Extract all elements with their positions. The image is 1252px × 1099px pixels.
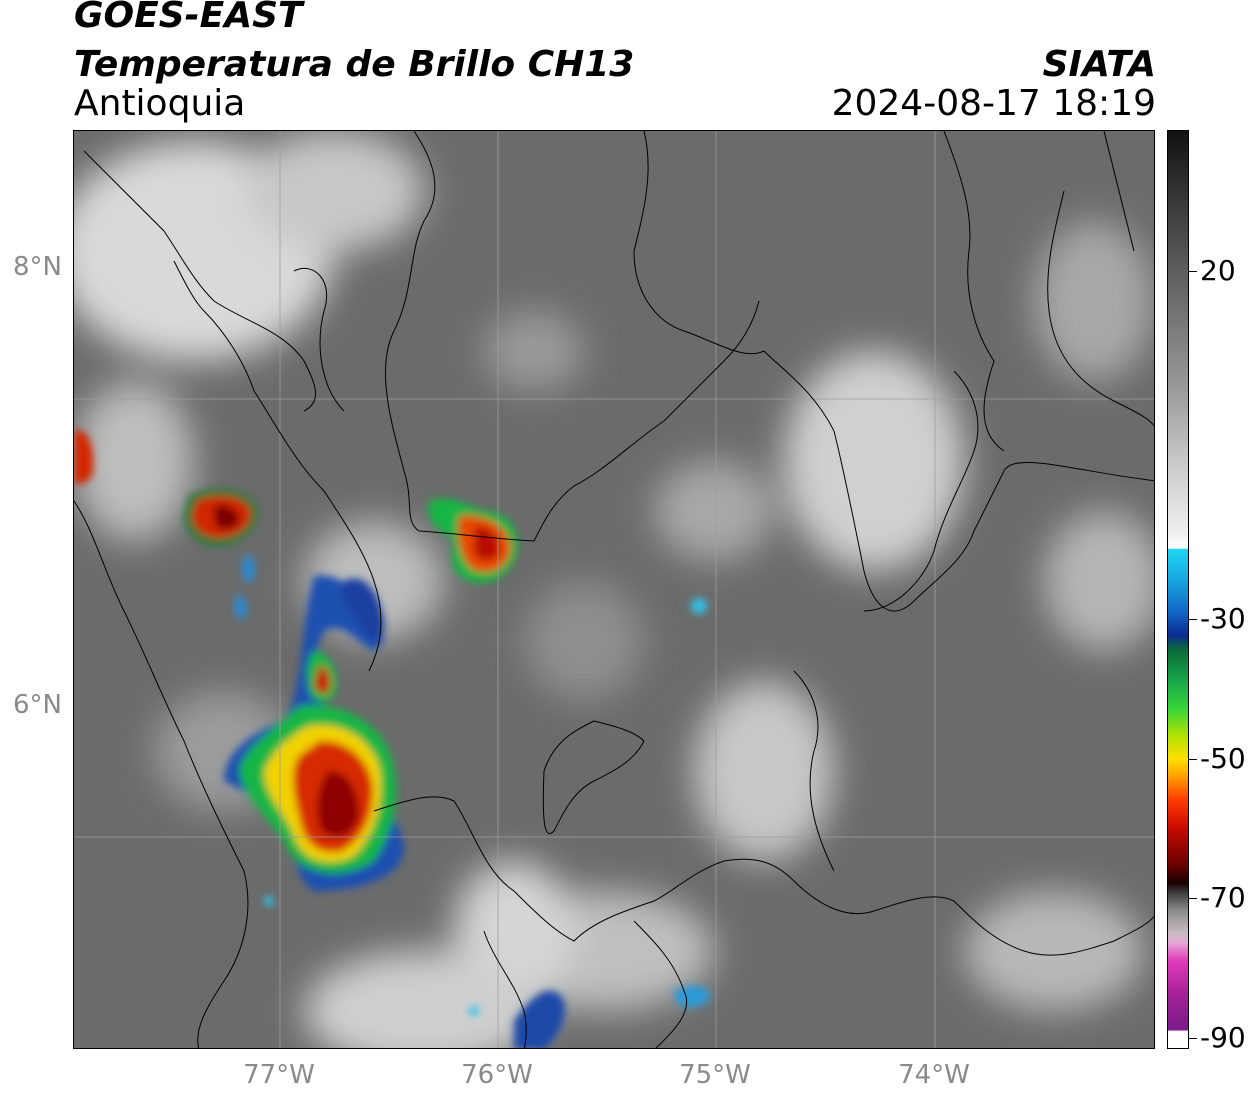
lon-label-76w: 76°W <box>461 1060 533 1090</box>
region-label: Antioquia <box>74 83 246 124</box>
colorbar-tick-m50 <box>1189 759 1197 760</box>
colorbar-label-m50: -50 <box>1200 742 1246 775</box>
lat-label-6n: 6°N <box>13 690 62 720</box>
graticule <box>74 131 1154 1048</box>
boundaries <box>74 131 1154 1048</box>
timestamp-label: 2024-08-17 18:19 <box>831 83 1156 124</box>
colorbar-tick-m70 <box>1189 898 1197 899</box>
colorbar <box>1167 130 1189 1049</box>
satellite-title: GOES-EAST <box>74 0 303 36</box>
organization-label: SIATA <box>1042 44 1156 85</box>
satellite-map <box>73 130 1155 1049</box>
lon-label-77w: 77°W <box>243 1060 315 1090</box>
lon-label-75w: 75°W <box>679 1060 751 1090</box>
cloud-field <box>74 131 1154 1048</box>
colorbar-label-m70: -70 <box>1200 881 1246 914</box>
colorbar-label-20: 20 <box>1200 254 1236 287</box>
convective-cells <box>74 430 710 1048</box>
lon-label-74w: 74°W <box>898 1060 970 1090</box>
colorbar-label-m90: -90 <box>1200 1021 1246 1054</box>
colorbar-tick-m30 <box>1189 619 1197 620</box>
colorbar-tick-m90 <box>1189 1038 1197 1039</box>
lat-label-8n: 8°N <box>13 252 62 282</box>
colorbar-label-m30: -30 <box>1200 602 1246 635</box>
product-title: Temperatura de Brillo CH13 <box>74 44 635 85</box>
colorbar-tick-20 <box>1189 271 1197 272</box>
